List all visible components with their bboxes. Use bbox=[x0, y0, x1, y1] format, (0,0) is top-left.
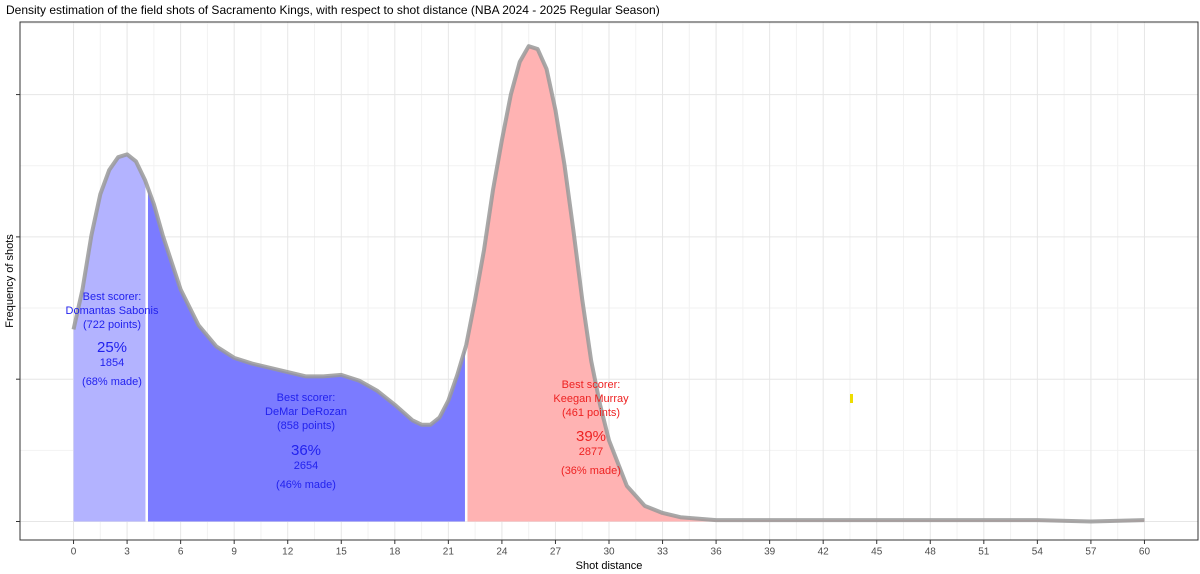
density-curve bbox=[71, 44, 1145, 524]
x-tick-label: 54 bbox=[1032, 547, 1044, 558]
x-tick-label: 30 bbox=[603, 547, 615, 558]
x-tick-label: 42 bbox=[818, 547, 830, 558]
density-region bbox=[466, 46, 1145, 522]
x-tick-label: 60 bbox=[1139, 547, 1151, 558]
annotation-player: Keegan Murray bbox=[553, 393, 629, 405]
x-tick-label: 45 bbox=[871, 547, 883, 558]
x-axis-label: Shot distance bbox=[576, 560, 643, 572]
x-tick-label: 3 bbox=[124, 547, 130, 558]
x-tick-label: 39 bbox=[764, 547, 776, 558]
annotation-label: Best scorer: bbox=[277, 392, 336, 404]
annotation-player: Domantas Sabonis bbox=[66, 305, 159, 317]
annotation-points: (858 points) bbox=[277, 420, 335, 432]
x-tick-label: 36 bbox=[711, 547, 723, 558]
x-tick-label: 33 bbox=[657, 547, 669, 558]
chart-title: Density estimation of the field shots of… bbox=[6, 3, 660, 17]
annotation-share: 36% bbox=[291, 442, 321, 459]
annotation-shots: 2877 bbox=[579, 446, 603, 458]
x-tick-label: 9 bbox=[231, 547, 237, 558]
x-tick-label: 48 bbox=[925, 547, 937, 558]
annotation-share: 25% bbox=[97, 339, 127, 356]
density-region bbox=[73, 154, 147, 522]
x-tick-label: 15 bbox=[336, 547, 348, 558]
annotation-made: (46% made) bbox=[276, 479, 336, 491]
annotation-shots: 1854 bbox=[100, 357, 124, 369]
annotation-made: (36% made) bbox=[561, 465, 621, 477]
annotation-points: (722 points) bbox=[83, 319, 141, 331]
annotation-shots: 2654 bbox=[294, 460, 318, 472]
annotation-label: Best scorer: bbox=[562, 379, 621, 391]
x-tick-label: 24 bbox=[496, 547, 508, 558]
x-tick-label: 18 bbox=[389, 547, 401, 558]
panel-border bbox=[19, 21, 1199, 541]
x-tick-label: 6 bbox=[178, 547, 184, 558]
annotation-made: (68% made) bbox=[82, 376, 142, 388]
density-region bbox=[146, 184, 467, 522]
y-axis-label: Frequency of shots bbox=[4, 234, 16, 328]
marker bbox=[850, 394, 853, 403]
annotation-label: Best scorer: bbox=[83, 291, 142, 303]
annotation-share: 39% bbox=[576, 428, 606, 445]
annotation-player: DeMar DeRozan bbox=[265, 406, 347, 418]
x-tick-label: 27 bbox=[550, 547, 562, 558]
x-tick-label: 0 bbox=[71, 547, 77, 558]
x-tick-label: 12 bbox=[282, 547, 294, 558]
x-tick-label: 21 bbox=[443, 547, 455, 558]
x-tick-label: 57 bbox=[1085, 547, 1097, 558]
x-tick-label: 51 bbox=[978, 547, 990, 558]
annotation-points: (461 points) bbox=[562, 407, 620, 419]
